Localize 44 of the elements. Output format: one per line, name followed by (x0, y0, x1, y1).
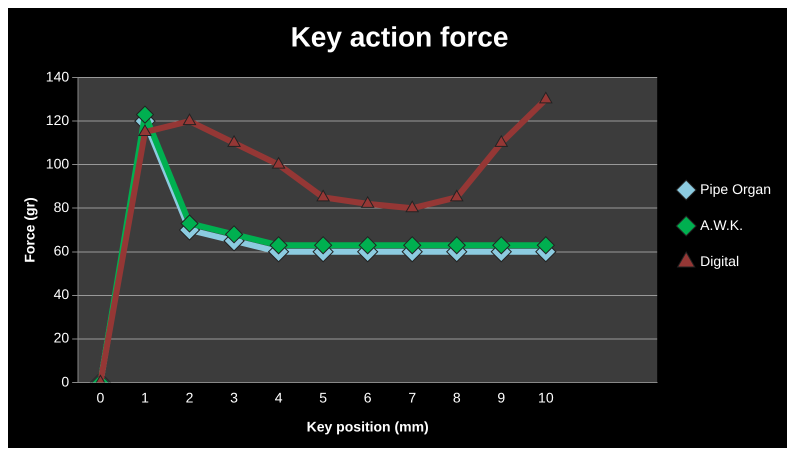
x-tick-label: 1 (141, 390, 150, 406)
y-tick-label: 120 (46, 112, 70, 128)
y-tick-label: 20 (54, 330, 70, 346)
x-axis-title: Key position (mm) (306, 418, 429, 434)
x-tick-label: 0 (96, 390, 105, 406)
point (314, 236, 332, 254)
x-tick-label: 7 (408, 390, 416, 406)
point (536, 236, 555, 254)
x-tick-label: 8 (452, 390, 461, 406)
point (539, 92, 552, 104)
x-tick-label: 6 (364, 390, 372, 406)
point (492, 236, 510, 254)
point (180, 214, 199, 232)
x-tick-label: 3 (230, 390, 238, 406)
point (138, 124, 152, 136)
x-tick-label: 2 (186, 390, 194, 406)
y-tick-label: 0 (61, 373, 70, 390)
legend-label: Pipe Organ (700, 180, 772, 197)
point (182, 114, 196, 126)
point (361, 196, 374, 208)
point (316, 190, 330, 202)
point (270, 236, 288, 254)
y-tick-label: 100 (46, 156, 70, 172)
point (448, 236, 466, 254)
point (227, 135, 241, 147)
point (403, 236, 422, 254)
x-tick-label: 4 (274, 390, 283, 406)
point (406, 200, 419, 212)
chart-title: Key action force (290, 22, 508, 53)
point (225, 225, 244, 244)
x-tick-label: 5 (319, 390, 328, 406)
y-tick-label: 140 (46, 68, 70, 84)
legend-label: Digital (700, 252, 740, 269)
point (494, 135, 508, 147)
point (450, 190, 464, 202)
legend-label: A.W.K. (700, 216, 743, 233)
point (358, 236, 377, 254)
y-tick-label: 40 (54, 286, 70, 302)
y-tick-label: 80 (54, 199, 70, 216)
y-tick-label: 60 (54, 242, 70, 259)
point (272, 157, 286, 169)
x-tick-label: 9 (497, 390, 506, 406)
x-tick-label: 10 (538, 390, 554, 406)
y-axis-title: Force (gr) (21, 197, 38, 263)
